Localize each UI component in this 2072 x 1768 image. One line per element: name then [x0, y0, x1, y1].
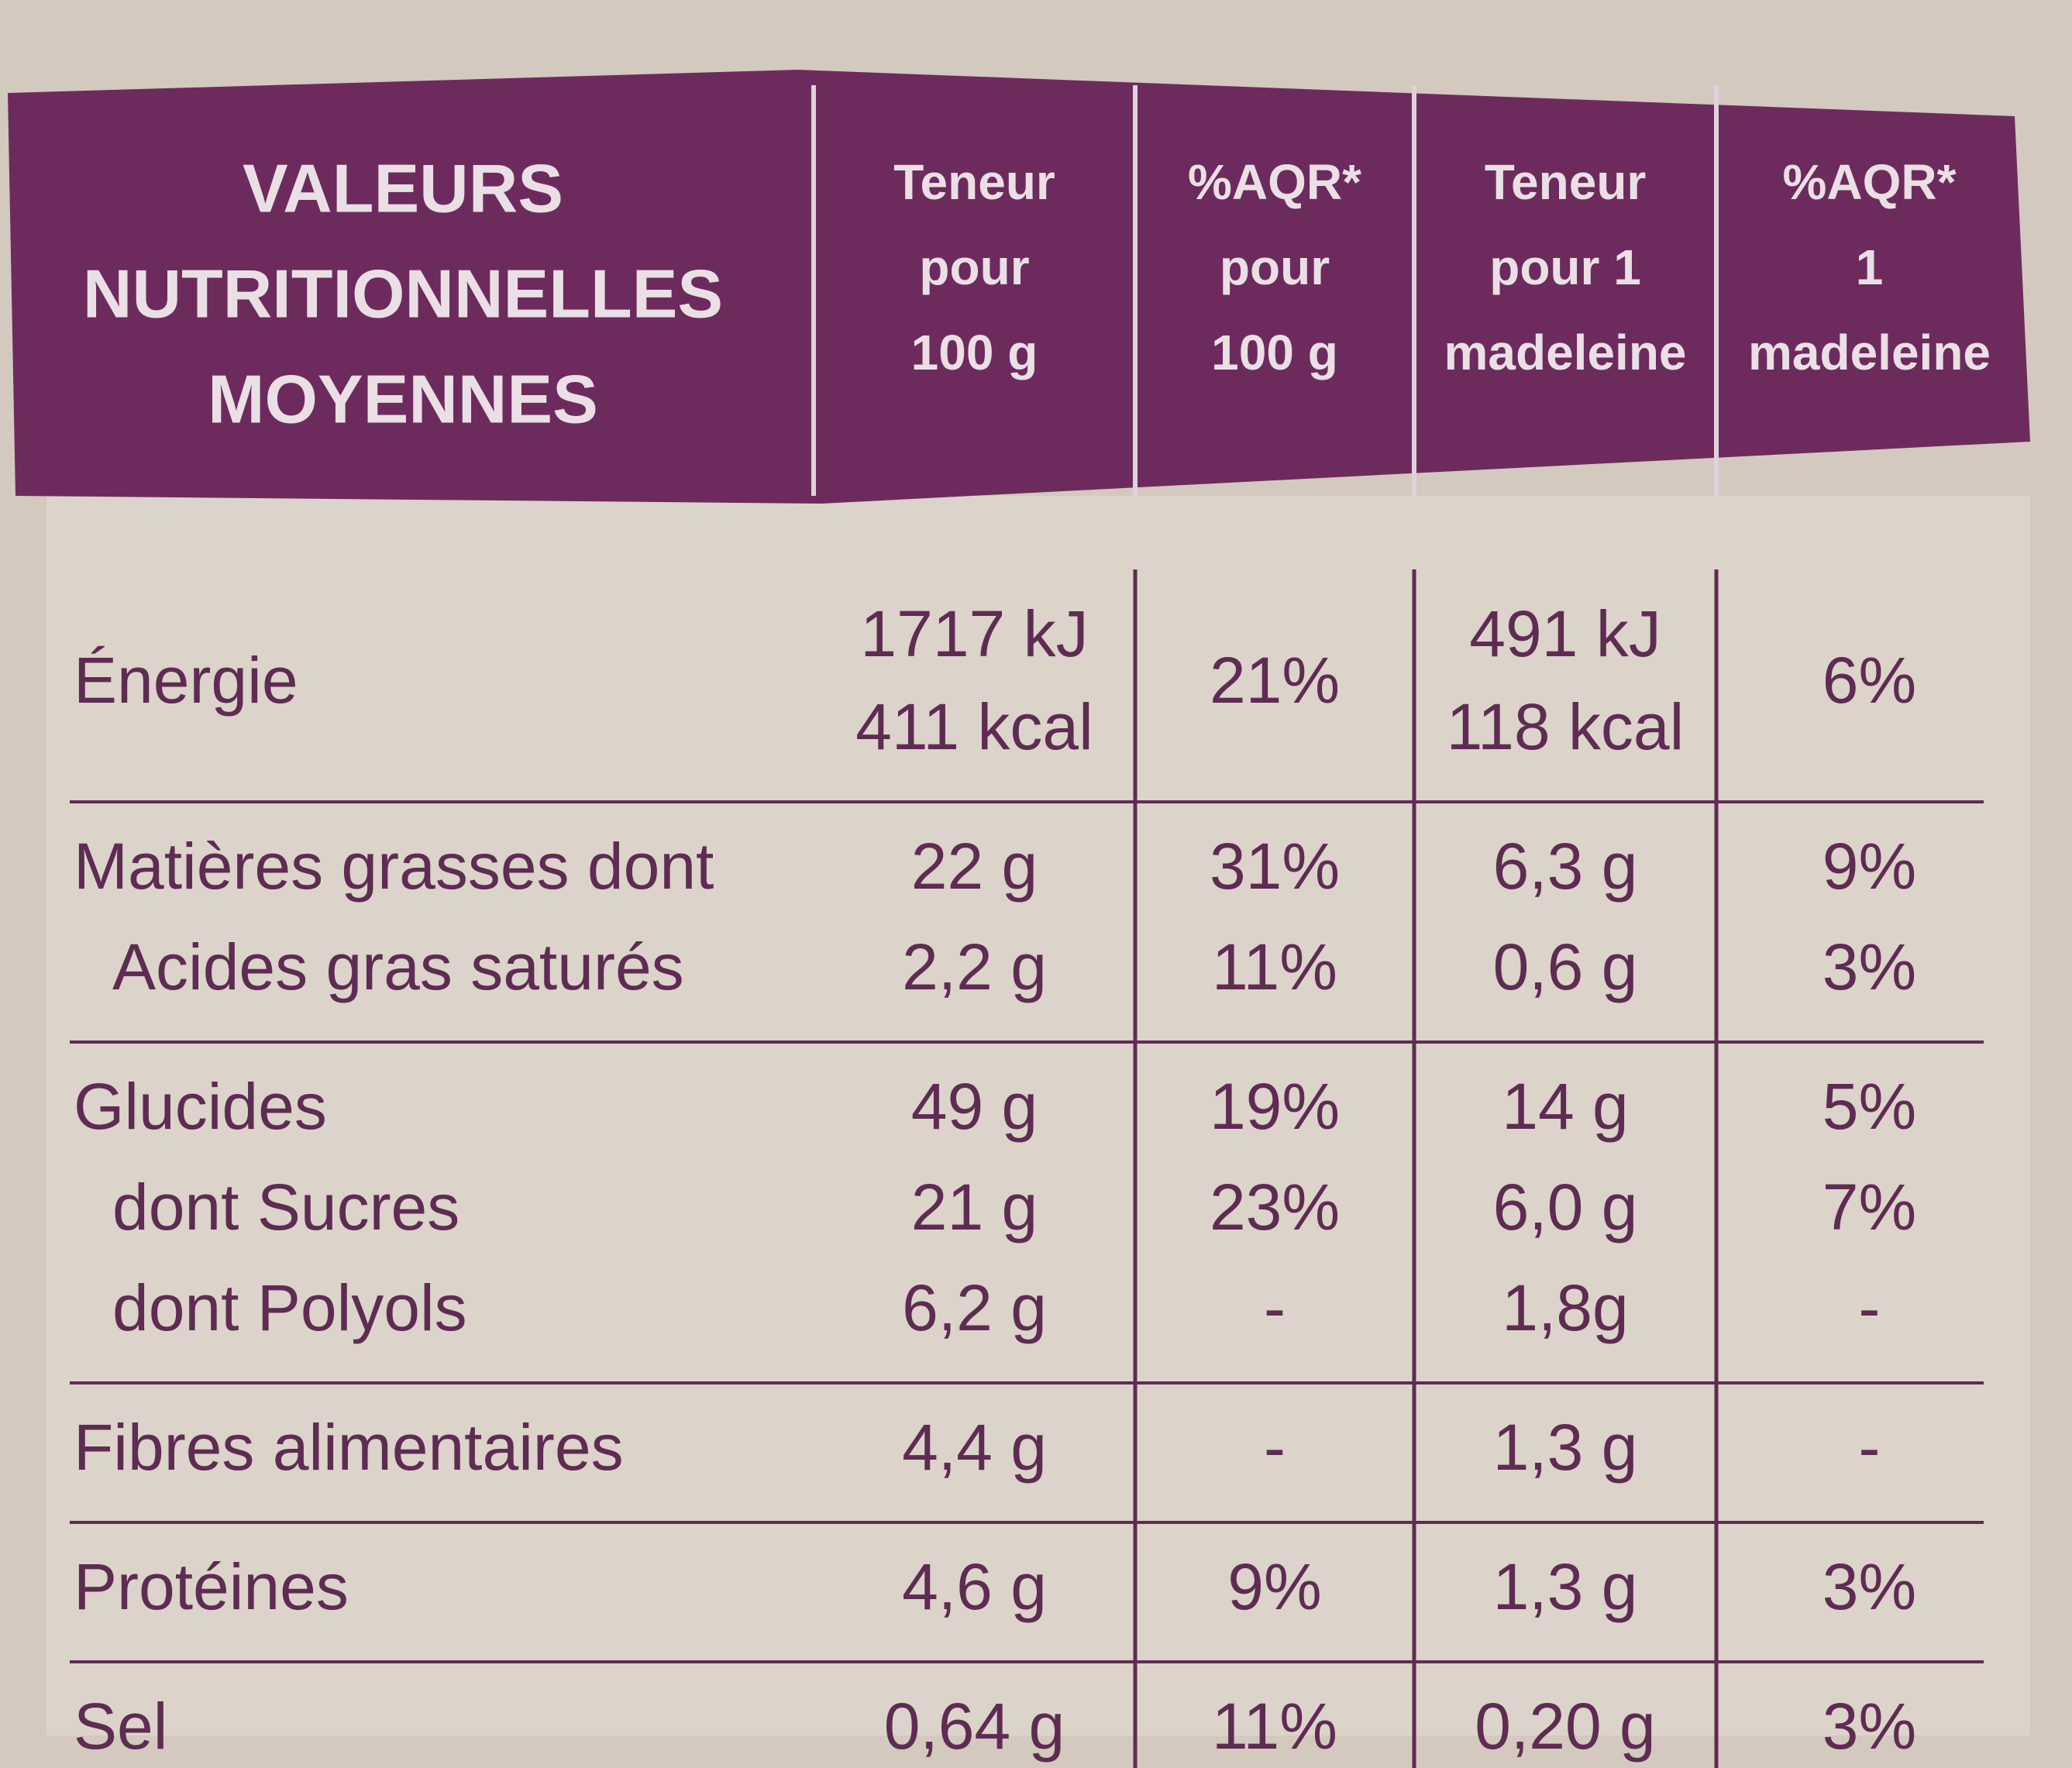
header-column: pour 1: [1489, 239, 1641, 295]
cell-value: 3%: [1822, 1550, 1916, 1623]
cell-value: 411 kcal: [855, 690, 1093, 763]
cell-value: 4,6 g: [902, 1550, 1047, 1623]
header-column: pour: [1220, 239, 1330, 295]
row-label: dont Sucres: [112, 1171, 459, 1243]
row-label: Sel: [74, 1690, 167, 1763]
row-label: Glucides: [74, 1070, 327, 1143]
cell-value: 118 kcal: [1447, 690, 1685, 763]
cell-value: 21 g: [911, 1171, 1038, 1243]
header-column: Teneur: [893, 154, 1055, 210]
header-title: MOYENNES: [208, 360, 598, 437]
cell-value: 6,3 g: [1493, 830, 1638, 903]
header-column: 100 g: [1211, 325, 1338, 380]
cell-value: 21%: [1210, 644, 1340, 717]
header-column: 100 g: [911, 325, 1038, 380]
header-band: [8, 70, 2030, 504]
cell-value: -: [1264, 1271, 1286, 1344]
table-body: [46, 496, 2030, 1735]
row-label: Matières grasses dont: [74, 830, 714, 903]
cell-value: 0,64 g: [884, 1690, 1065, 1763]
row-label: Fibres alimentaires: [74, 1411, 624, 1484]
cell-value: 491 kJ: [1469, 597, 1661, 670]
cell-value: 6,0 g: [1493, 1171, 1638, 1243]
cell-value: 4,4 g: [902, 1411, 1047, 1484]
cell-value: 2,2 g: [902, 930, 1047, 1003]
cell-value: 3%: [1822, 930, 1916, 1003]
header-title: VALEURS: [243, 150, 563, 226]
header-title: NUTRITIONNELLES: [83, 255, 723, 332]
header-column: 1: [1856, 239, 1884, 295]
cell-value: -: [1859, 1411, 1881, 1484]
row-label: Acides gras saturés: [112, 930, 684, 1003]
header-column: %AQR*: [1188, 154, 1361, 210]
row-label: dont Polyols: [112, 1271, 467, 1344]
cell-value: 9%: [1227, 1550, 1321, 1623]
cell-value: 14 g: [1502, 1070, 1629, 1143]
header-column: Teneur: [1485, 154, 1647, 210]
cell-value: -: [1859, 1271, 1881, 1344]
cell-value: 1,3 g: [1493, 1550, 1638, 1623]
cell-value: 7%: [1822, 1171, 1916, 1243]
cell-value: 1,3 g: [1493, 1411, 1638, 1484]
cell-value: 31%: [1210, 830, 1340, 903]
cell-value: 23%: [1210, 1171, 1340, 1243]
header-column: pour: [919, 239, 1029, 295]
header-column: madeleine: [1748, 325, 1991, 380]
cell-value: 0,20 g: [1475, 1690, 1656, 1763]
cell-value: 3%: [1822, 1690, 1916, 1763]
row-label: Protéines: [74, 1550, 349, 1623]
header-column: madeleine: [1444, 325, 1686, 380]
cell-value: 1717 kJ: [860, 597, 1088, 670]
cell-value: 11%: [1212, 930, 1337, 1003]
cell-value: 19%: [1210, 1070, 1340, 1143]
row-label: Énergie: [74, 644, 298, 717]
cell-value: 6,2 g: [902, 1271, 1047, 1344]
cell-value: 22 g: [911, 830, 1038, 903]
cell-value: 11%: [1212, 1690, 1337, 1763]
cell-value: -: [1264, 1411, 1286, 1484]
cell-value: 1,8g: [1502, 1271, 1629, 1344]
header-column: %AQR*: [1782, 154, 1956, 210]
cell-value: 6%: [1822, 644, 1916, 717]
cell-value: 49 g: [911, 1070, 1038, 1143]
cell-value: 0,6 g: [1493, 930, 1638, 1003]
cell-value: 5%: [1822, 1070, 1916, 1143]
cell-value: 9%: [1822, 830, 1916, 903]
